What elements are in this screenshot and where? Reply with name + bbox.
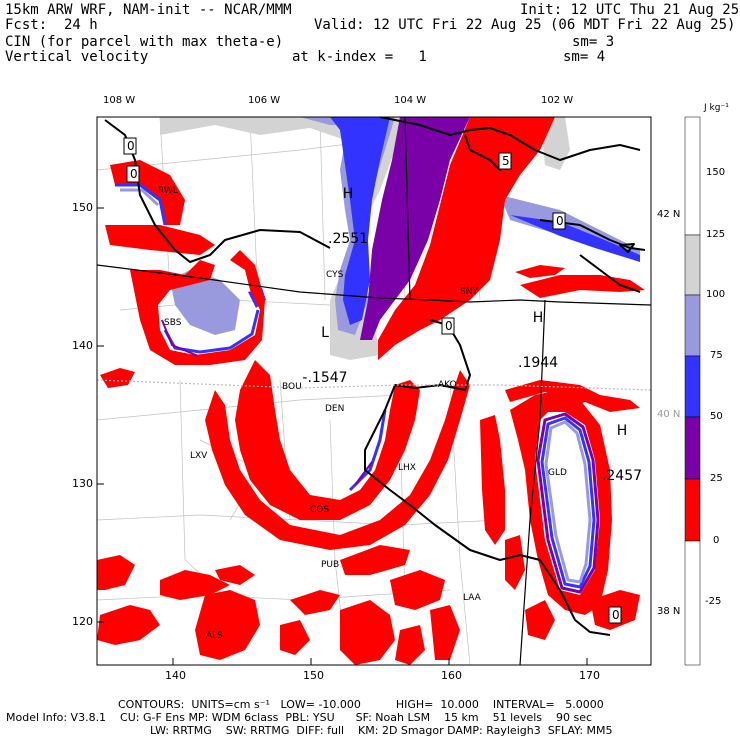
valid-time: Valid: 12 UTC Fri 22 Aug 25 (06 MDT Fri …	[314, 17, 736, 33]
colorbar-tick-125: 125	[706, 229, 726, 240]
y-tick-130: 130	[72, 477, 93, 490]
colorbar-tick-50: 50	[710, 411, 723, 422]
station-gld: GLD	[548, 468, 567, 478]
y-tick-140: 140	[72, 339, 93, 352]
lon-label-108w: 108 W	[103, 95, 136, 106]
contour-label-4: 0	[445, 319, 453, 333]
colorbar-tick-minus25: -25	[705, 596, 722, 607]
station-lhx: LHX	[398, 463, 416, 473]
station-cys: CYS	[326, 270, 344, 280]
lat-label-38n: 38 N	[657, 606, 681, 617]
field-primary: CIN (for parcel with max theta-e)	[5, 34, 284, 50]
gld-ring-lining	[536, 412, 600, 594]
k-index: at k-index = 1	[292, 49, 427, 65]
lon-label-102w: 102 W	[541, 95, 574, 106]
contour-label-boxes	[123, 137, 622, 624]
axis-ticks	[97, 207, 588, 665]
field-secondary: Vertical velocity	[5, 49, 149, 65]
colorbar-swatch-25	[684, 478, 701, 542]
colorbar-tick-75: 75	[710, 350, 723, 361]
contour-label-6: 0	[612, 608, 620, 622]
colorbar-tick-25: 25	[710, 473, 723, 484]
extremum-value: .1944	[518, 355, 559, 371]
colorbar-tick-0: 0	[713, 535, 720, 546]
y-tick-120: 120	[72, 615, 93, 628]
station-cos: COS	[310, 505, 330, 515]
station-sbs: SBS	[164, 318, 182, 328]
colorbar-swatch-0	[684, 540, 701, 666]
y-tick-150: 150	[72, 201, 93, 214]
contour-box-4	[441, 317, 455, 335]
extremum-value: .2457	[601, 468, 643, 484]
colorbar-swatch-150	[684, 116, 701, 236]
station-als: ALS	[206, 631, 223, 641]
x-tick-150: 150	[303, 669, 324, 682]
colorbar-swatch-75	[684, 355, 701, 418]
model-title: 15km ARW WRF, NAM-init -- NCAR/MMM	[5, 2, 292, 18]
extremum-letter: H	[616, 423, 628, 439]
lat-label-42n: 42 N	[657, 209, 681, 220]
extremum-letter: L	[321, 325, 329, 341]
lat-label-40n: 40 N	[657, 409, 681, 420]
extremum-high-1: H .2551	[328, 157, 368, 262]
station-bou: BOU	[282, 382, 302, 392]
contour-label-3: 0	[556, 214, 564, 228]
plot-area	[97, 117, 651, 665]
extremum-high-2: H .1944	[518, 281, 558, 386]
colorbar-swatch-100	[684, 294, 701, 357]
cin-red-areas	[97, 117, 645, 665]
contour-box-2	[126, 165, 140, 183]
station-sny: SNY	[460, 287, 478, 297]
footer-contours: CONTOURS: UNITS=cm s⁻¹ LOW= -10.000 HIGH…	[118, 698, 604, 711]
colorbar-tick-150: 150	[706, 167, 726, 178]
smoothing-primary: sm= 3	[572, 34, 615, 50]
station-den: DEN	[325, 404, 345, 414]
extremum-value: -.1547	[302, 370, 348, 386]
plot-frame	[96, 116, 652, 666]
x-tick-160: 160	[441, 669, 462, 682]
contour-label-2: 0	[130, 167, 138, 181]
contour-box-6	[608, 606, 622, 624]
x-tick-140: 140	[165, 669, 186, 682]
footer-model-info: Model Info: V3.8.1 CU: G-F Ens MP: WDM 6…	[6, 711, 593, 724]
init-time: Init: 12 UTC Thu 21 Aug 25	[520, 2, 740, 18]
station-lxv: LXV	[190, 451, 208, 461]
contour-label-1: 0	[127, 139, 135, 153]
forecast-label: Fcst:	[5, 17, 48, 33]
contour-label-5: 5	[502, 154, 510, 168]
station-ako: AKO	[438, 380, 457, 390]
station-laa: LAA	[463, 593, 481, 603]
lon-label-106w: 106 W	[248, 95, 281, 106]
extremum-letter: H	[532, 310, 544, 326]
contour-box-1	[123, 137, 137, 155]
contour-box-3	[552, 212, 566, 230]
colorbar-tick-100: 100	[706, 289, 726, 300]
extremum-letter: H	[342, 186, 354, 202]
colorbar-swatch-125	[684, 234, 701, 296]
extremum-low-1: L -.1547	[300, 296, 350, 401]
x-tick-170: 170	[579, 669, 600, 682]
arc-linings	[115, 183, 387, 492]
station-rwl: RWL	[158, 186, 178, 196]
smoothing-secondary: sm= 4	[563, 49, 606, 65]
colorbar	[684, 116, 701, 666]
colorbar-units: J kg⁻¹	[704, 103, 729, 113]
station-pub: PUB	[321, 560, 340, 570]
colorbar-swatch-50	[684, 416, 701, 480]
extremum-high-3: H .2457	[600, 394, 644, 499]
contour-box-5	[498, 152, 512, 170]
extremum-value: .2551	[328, 231, 369, 247]
forecast-hour: 24 h	[64, 17, 98, 33]
state-boundaries	[97, 117, 651, 665]
lon-label-104w: 104 W	[394, 95, 427, 106]
footer-model-info-2: LW: RRTMG SW: RRTMG DIFF: full KM: 2D Sm…	[150, 724, 613, 737]
